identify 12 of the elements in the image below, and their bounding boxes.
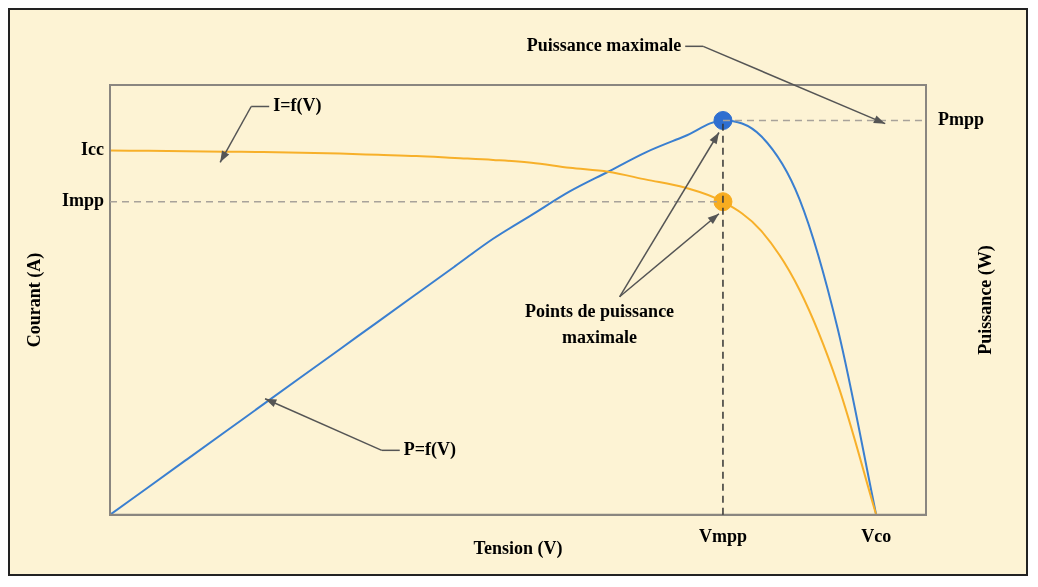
ref-line-label: Pmpp: [938, 109, 985, 130]
text: I=f(V): [273, 95, 322, 117]
x-axis-title: Tension (V): [473, 537, 563, 559]
y-axis-title: Courant (A): [23, 252, 45, 348]
text: Puissance maximale: [526, 34, 682, 55]
x-tick-label: Vmpp: [698, 526, 747, 547]
x-tick-label: Vco: [861, 526, 892, 547]
y2-axis-title: Puissance (W): [974, 245, 996, 355]
annotation: Points de puissance maximale: [525, 301, 675, 348]
ref-line-label: Impp: [61, 190, 104, 211]
text: Icc: [81, 139, 105, 160]
annotation: P=f(V): [403, 438, 456, 460]
